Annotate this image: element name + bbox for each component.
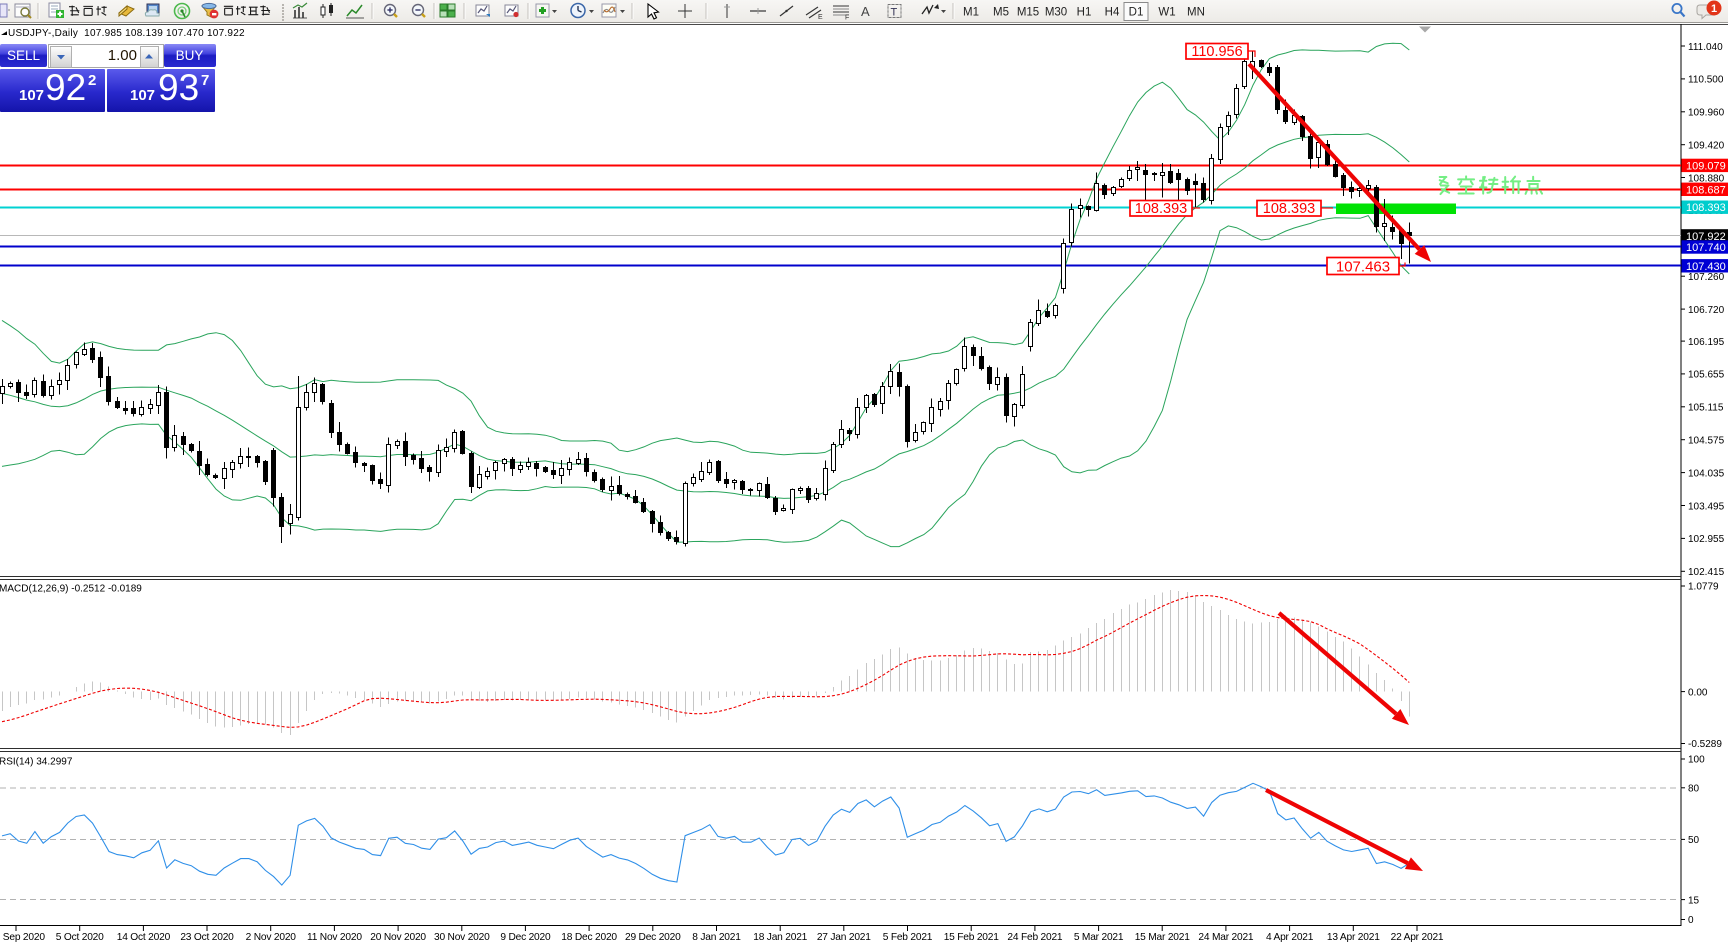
svg-text:24 Feb 2021: 24 Feb 2021 (1007, 932, 1063, 943)
svg-text:106.195: 106.195 (1688, 337, 1725, 348)
svg-text:MN: MN (1187, 7, 1205, 19)
svg-text:27 Jan 2021: 27 Jan 2021 (817, 932, 871, 943)
svg-text:108.393: 108.393 (1686, 202, 1726, 214)
svg-text:T: T (891, 7, 898, 19)
svg-text:D1: D1 (1129, 7, 1144, 19)
svg-text:15 Feb 2021: 15 Feb 2021 (944, 932, 1000, 943)
svg-text:104.035: 104.035 (1688, 468, 1725, 479)
svg-text:106.720: 106.720 (1688, 305, 1725, 316)
svg-text:107.463: 107.463 (1336, 258, 1390, 275)
svg-text:9 Dec 2020: 9 Dec 2020 (500, 932, 551, 943)
svg-text:8 Jan 2021: 8 Jan 2021 (692, 932, 741, 943)
svg-text:107.922: 107.922 (1686, 231, 1726, 243)
svg-text:104.575: 104.575 (1688, 436, 1725, 447)
svg-text:105.115: 105.115 (1688, 403, 1724, 414)
svg-text:107.430: 107.430 (1686, 261, 1726, 273)
svg-text:109.960: 109.960 (1688, 108, 1725, 119)
svg-text:110.500: 110.500 (1688, 75, 1724, 86)
svg-text:5 Feb 2021: 5 Feb 2021 (883, 932, 933, 943)
svg-text:15 Mar 2021: 15 Mar 2021 (1135, 932, 1191, 943)
svg-text:13 Apr 2021: 13 Apr 2021 (1327, 932, 1380, 943)
svg-text:4 Apr 2021: 4 Apr 2021 (1266, 932, 1314, 943)
svg-text:109.420: 109.420 (1688, 141, 1725, 152)
svg-text:M30: M30 (1045, 7, 1067, 19)
svg-text:A: A (861, 4, 870, 19)
svg-text:50: 50 (1688, 835, 1700, 846)
svg-text:18 Jan 2021: 18 Jan 2021 (753, 932, 807, 943)
svg-text:107.260: 107.260 (1688, 272, 1725, 283)
svg-text:15: 15 (1688, 895, 1700, 906)
svg-text:5 Oct 2020: 5 Oct 2020 (56, 932, 104, 943)
svg-text:110.956: 110.956 (1191, 44, 1242, 60)
svg-text:105.655: 105.655 (1688, 370, 1725, 381)
svg-text:80: 80 (1688, 784, 1700, 795)
svg-text:0: 0 (1688, 915, 1694, 926)
svg-text:29 Dec 2020: 29 Dec 2020 (625, 932, 681, 943)
svg-text:108.393: 108.393 (1263, 201, 1315, 217)
svg-text:0.00: 0.00 (1688, 687, 1708, 698)
svg-text:102.955: 102.955 (1688, 534, 1725, 545)
svg-text:24 Mar 2021: 24 Mar 2021 (1198, 932, 1254, 943)
svg-text:H4: H4 (1105, 7, 1120, 19)
svg-text:20 Nov 2020: 20 Nov 2020 (370, 932, 426, 943)
svg-text:11 Nov 2020: 11 Nov 2020 (307, 932, 362, 943)
svg-text:25 Sep 2020: 25 Sep 2020 (0, 932, 45, 943)
svg-text:108.880: 108.880 (1688, 173, 1725, 184)
svg-text:E: E (818, 14, 823, 21)
svg-text:109.079: 109.079 (1686, 160, 1726, 172)
svg-text:14 Oct 2020: 14 Oct 2020 (117, 932, 171, 943)
svg-text:M1: M1 (963, 7, 979, 19)
svg-text:102.415: 102.415 (1688, 567, 1725, 578)
svg-text:18 Dec 2020: 18 Dec 2020 (561, 932, 617, 943)
svg-text:5 Mar 2021: 5 Mar 2021 (1074, 932, 1124, 943)
svg-text:2 Nov 2020: 2 Nov 2020 (246, 932, 297, 943)
svg-text:RSI(14) 34.2997: RSI(14) 34.2997 (0, 757, 73, 768)
svg-text:H1: H1 (1077, 7, 1092, 19)
svg-text:111.040: 111.040 (1688, 42, 1723, 53)
svg-text:-0.5289: -0.5289 (1688, 739, 1722, 750)
svg-text:M15: M15 (1017, 7, 1039, 19)
svg-text:100: 100 (1688, 755, 1705, 766)
svg-text:22 Apr 2021: 22 Apr 2021 (1391, 932, 1444, 943)
svg-text:M5: M5 (993, 7, 1009, 19)
svg-text:USDJPY-,Daily 107.985 108.139: USDJPY-,Daily 107.985 108.139 107.470 10… (8, 28, 245, 39)
svg-text:108.687: 108.687 (1686, 184, 1726, 196)
svg-text:23 Oct 2020: 23 Oct 2020 (180, 932, 234, 943)
svg-text:108.393: 108.393 (1135, 201, 1187, 217)
svg-text:107.740: 107.740 (1686, 242, 1726, 254)
svg-text:MACD(12,26,9) -0.2512 -0.0189: MACD(12,26,9) -0.2512 -0.0189 (0, 584, 142, 595)
svg-text:1.0779: 1.0779 (1688, 582, 1719, 593)
svg-text:30 Nov 2020: 30 Nov 2020 (434, 932, 490, 943)
svg-text:1: 1 (1711, 3, 1717, 15)
svg-text:W1: W1 (1158, 7, 1175, 19)
svg-text:103.495: 103.495 (1688, 501, 1725, 512)
svg-text:F: F (845, 15, 849, 22)
